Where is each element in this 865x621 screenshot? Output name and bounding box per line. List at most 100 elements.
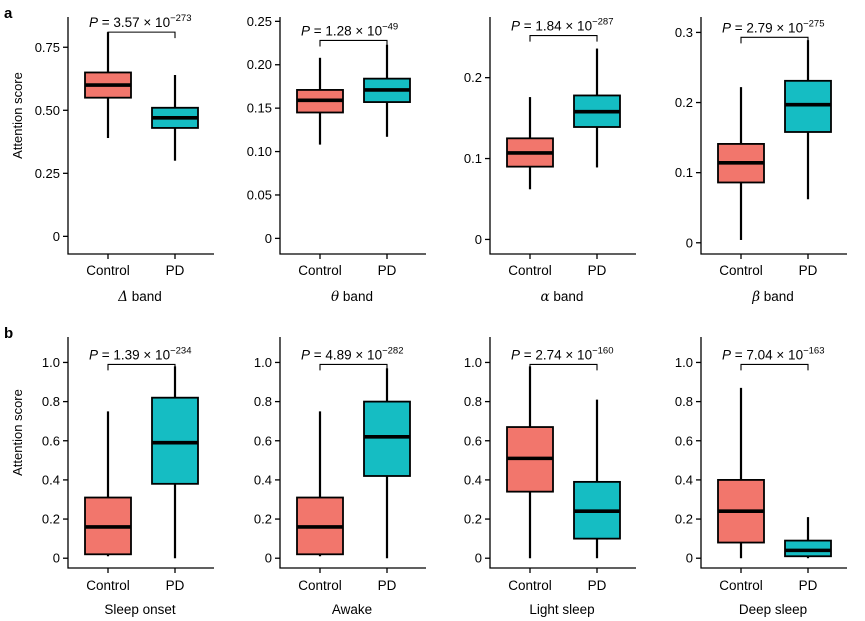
y-tick-label: 0 <box>475 232 482 247</box>
y-tick-label: 1.0 <box>254 355 272 370</box>
x-tick-label-pd: PD <box>378 263 397 278</box>
significance-bracket <box>529 35 598 42</box>
chart-panel-7: 0 0.2 0.4 0.6 0.8 1.0 Control PD P = 2.74 × 10−1… <box>464 337 636 617</box>
y-tick-label: 1.0 <box>464 355 482 370</box>
chart-panel-3: 0 0.1 0.2 Control PD P = 1.84 × 10−287 α band <box>464 17 636 305</box>
band-text: Deep sleep <box>739 602 807 617</box>
p-value-label: P = 1.39 × 10−234 <box>89 345 191 362</box>
p-value-base: = 2.74 × 10 <box>520 347 592 362</box>
x-tick-label-pd: PD <box>799 578 818 593</box>
y-tick-label: 0.4 <box>254 472 272 487</box>
y-tick-label: 0 <box>686 235 693 250</box>
significance-bracket <box>529 363 598 371</box>
x-axis-title: β band <box>751 289 794 305</box>
p-symbol: P <box>301 347 310 362</box>
band-text: band <box>760 289 794 304</box>
x-axis-title: Δ band <box>117 289 162 305</box>
band-text: band <box>550 289 584 304</box>
y-tick-label: 0.15 <box>247 101 272 116</box>
y-axis-title: Attention score <box>10 389 25 476</box>
y-tick-label: 0 <box>53 229 60 244</box>
chart-panel-8: 0 0.2 0.4 0.6 0.8 1.0 Control PD P = 7.04 × 10−1… <box>675 337 847 617</box>
p-value-label: P = 7.04 × 10−163 <box>722 345 824 362</box>
y-tick-label: 0.6 <box>675 433 693 448</box>
x-tick-label-pd: PD <box>166 578 185 593</box>
significance-bracket <box>740 363 809 371</box>
p-value-exponent: −273 <box>170 13 191 24</box>
significance-bracket <box>319 39 388 47</box>
chart-panel-2: 0 0.05 0.10 0.15 0.20 0.25 Control PD P = 1.28 ×… <box>247 14 426 305</box>
p-symbol: P <box>511 19 520 34</box>
p-value-label: P = 2.74 × 10−160 <box>511 345 613 362</box>
p-value-label: P = 4.89 × 10−282 <box>301 345 403 362</box>
panel-letter-b: b <box>4 325 13 342</box>
x-tick-label-pd: PD <box>166 263 185 278</box>
significance-bracket <box>107 363 176 371</box>
p-value-base: = 1.84 × 10 <box>520 19 592 34</box>
x-tick-label-control: Control <box>508 578 552 593</box>
y-tick-label: 0.2 <box>675 95 693 110</box>
y-tick-label: 0.8 <box>254 394 272 409</box>
y-tick-label: 0 <box>686 551 693 566</box>
y-tick-label: 0 <box>265 231 272 246</box>
y-tick-label: 1.0 <box>42 355 60 370</box>
y-tick-label: 0.2 <box>464 512 482 527</box>
axis-frame <box>67 337 214 569</box>
p-symbol: P <box>511 347 520 362</box>
x-tick-label-pd: PD <box>799 263 818 278</box>
y-tick-label: 0.25 <box>247 14 272 29</box>
p-value-exponent: −287 <box>592 17 613 28</box>
y-tick-label: 0.05 <box>247 187 272 202</box>
y-tick-label: 0 <box>265 551 272 566</box>
p-value-label: P = 2.79 × 10−275 <box>722 18 824 35</box>
y-tick-label: 0.75 <box>35 40 60 55</box>
y-tick-label: 0.6 <box>42 433 60 448</box>
y-tick-label: 1.0 <box>675 355 693 370</box>
y-tick-label: 0.1 <box>675 165 693 180</box>
p-symbol: P <box>301 23 310 38</box>
p-value-label: P = 1.84 × 10−287 <box>511 17 613 34</box>
chart-panel-4: 0 0.1 0.2 0.3 Control PD P = 2.79 × 10−275 β ba… <box>675 17 847 305</box>
y-tick-label: 0.4 <box>464 472 482 487</box>
x-tick-label-control: Control <box>86 578 130 593</box>
x-tick-label-control: Control <box>719 263 763 278</box>
x-tick-label-control: Control <box>298 578 342 593</box>
y-tick-label: 0.2 <box>254 512 272 527</box>
p-value-base: = 1.39 × 10 <box>98 347 170 362</box>
x-tick-label-control: Control <box>298 263 342 278</box>
p-value-exponent: −163 <box>803 345 824 356</box>
band-text: Sleep onset <box>104 602 176 617</box>
axis-frame <box>279 17 426 255</box>
y-tick-label: 0.6 <box>254 433 272 448</box>
y-axis-title: Attention score <box>10 72 25 159</box>
p-value-exponent: −234 <box>170 345 191 356</box>
y-tick-label: 0.8 <box>675 394 693 409</box>
p-symbol: P <box>89 15 98 30</box>
band-text: band <box>339 289 373 304</box>
p-value-label: P = 3.57 × 10−273 <box>89 13 191 30</box>
p-value-exponent: −282 <box>382 345 403 356</box>
p-value-base: = 2.79 × 10 <box>731 20 803 35</box>
p-value-base: = 1.28 × 10 <box>310 23 382 38</box>
y-tick-label: 0.25 <box>35 166 60 181</box>
band-symbol: θ <box>331 289 339 305</box>
y-tick-label: 0.8 <box>464 394 482 409</box>
y-tick-label: 0.6 <box>464 433 482 448</box>
band-text: Awake <box>332 602 372 617</box>
panel-letter-a: a <box>4 5 13 22</box>
band-text: Light sleep <box>529 602 594 617</box>
axis-frame <box>489 17 636 255</box>
axis-frame <box>489 337 636 569</box>
p-symbol: P <box>722 20 731 35</box>
p-symbol: P <box>722 347 731 362</box>
y-tick-label: 0.2 <box>42 512 60 527</box>
significance-bracket <box>319 363 388 371</box>
y-tick-label: 0.4 <box>42 472 60 487</box>
x-axis-title: α band <box>541 289 584 305</box>
y-tick-label: 0 <box>475 551 482 566</box>
box-pd <box>363 400 411 477</box>
axis-frame <box>700 17 847 255</box>
y-tick-label: 0.10 <box>247 144 272 159</box>
box-pd <box>784 539 832 558</box>
y-tick-label: 0.4 <box>675 472 693 487</box>
